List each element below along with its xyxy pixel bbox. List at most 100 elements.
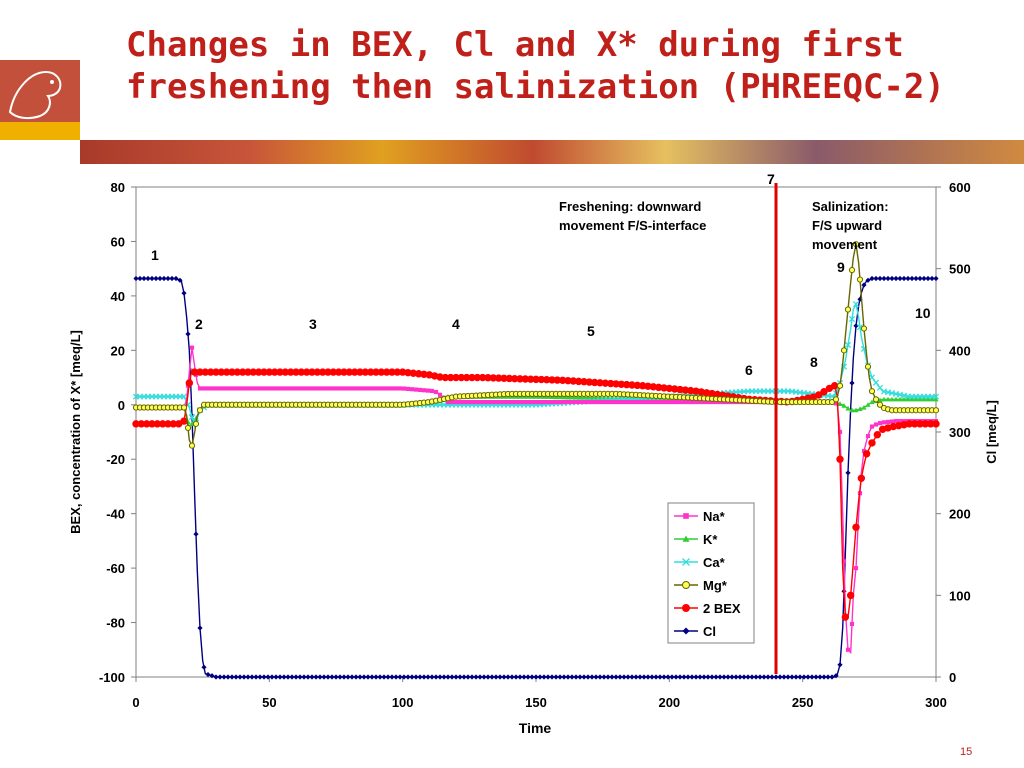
data-point-cl (913, 275, 919, 282)
data-point-na (297, 386, 303, 391)
plot-frame (135, 186, 937, 678)
data-point-cl (157, 275, 163, 282)
data-point-cl (433, 674, 439, 680)
data-point-na (217, 386, 223, 391)
data-point-cl (797, 674, 803, 680)
legend-box (667, 502, 755, 644)
data-point-na (589, 399, 595, 405)
data-point-na (213, 386, 219, 391)
page-number: 15 (960, 746, 973, 758)
data-point-ca (188, 413, 196, 421)
y2-tick-label: 500 (949, 262, 971, 277)
x-tick-label: 300 (925, 695, 947, 710)
data-point-cl (489, 674, 495, 680)
data-point-cl (573, 674, 579, 680)
data-point-cl (933, 275, 939, 282)
data-point-mg (844, 306, 852, 313)
data-point-cl (837, 662, 843, 668)
data-point-cl (497, 674, 503, 680)
data-point-mg (840, 347, 848, 354)
data-point-cl (141, 275, 147, 282)
data-point-k (857, 406, 863, 411)
data-point-cl (437, 674, 443, 680)
data-point-k (569, 394, 575, 400)
data-point-cl (713, 674, 719, 680)
data-point-cl (629, 674, 635, 680)
data-point-na (641, 399, 647, 405)
data-point-cl (849, 380, 855, 386)
data-point-na (293, 386, 299, 391)
data-point-cl (481, 674, 487, 680)
salinization-note-line-3: movement (812, 237, 878, 252)
data-point-cl (801, 674, 807, 680)
legend-label-ca: Ca* (703, 555, 726, 570)
data-point-cl (257, 674, 263, 680)
data-point-cl (649, 674, 655, 680)
data-point-na (661, 399, 667, 405)
data-point-na (205, 386, 211, 391)
data-point-cl (421, 674, 427, 680)
data-point-na (253, 386, 259, 391)
x-tick-label: 200 (658, 695, 680, 710)
data-point-cl (617, 674, 623, 680)
data-point-k (909, 396, 915, 402)
data-point-cl (153, 275, 159, 282)
annotation-2: 2 (195, 316, 203, 332)
data-point-cl (249, 674, 255, 680)
data-point-na (413, 387, 419, 392)
data-point-cl (461, 674, 467, 680)
data-point-na (677, 399, 683, 405)
data-point-cl (557, 674, 563, 680)
data-point-na (309, 386, 315, 391)
data-point-na (497, 399, 503, 405)
data-point-cl (605, 674, 611, 680)
data-point-mg (876, 401, 884, 408)
data-point-cl (545, 674, 551, 680)
data-point-na (401, 386, 407, 391)
data-point-cl (581, 674, 587, 680)
data-point-k (921, 396, 927, 402)
data-point-cl (273, 674, 279, 680)
data-point-cl (833, 673, 839, 679)
data-point-cl (785, 674, 791, 680)
slide-title: Changes in BEX, Cl and X* during first f… (126, 24, 1006, 108)
data-point-na (525, 399, 531, 405)
data-point-cl (377, 674, 383, 680)
data-point-cl (665, 674, 671, 680)
data-point-na (533, 399, 539, 405)
data-point-na (365, 386, 371, 391)
data-point-2-bex (932, 420, 940, 428)
data-point-na (237, 386, 243, 391)
header-banner (80, 140, 1024, 164)
data-point-cl (509, 674, 515, 680)
y-tick-label: 80 (111, 180, 125, 195)
data-point-na (505, 399, 511, 405)
data-point-na (689, 399, 695, 405)
data-point-cl (469, 674, 475, 680)
data-point-cl (237, 674, 243, 680)
data-point-na (573, 399, 579, 405)
data-point-mg (848, 266, 856, 274)
data-point-k (933, 396, 939, 402)
data-point-cl (485, 674, 491, 680)
series-group (132, 241, 940, 680)
data-point-na (889, 419, 895, 424)
data-point-2-bex (841, 613, 850, 621)
data-point-na (665, 399, 671, 405)
data-point-na (509, 399, 515, 405)
data-point-na (837, 429, 843, 435)
data-point-cl (397, 674, 403, 680)
data-point-na (245, 386, 251, 391)
data-point-cl (185, 331, 191, 337)
data-point-cl (717, 674, 723, 680)
data-point-cl (293, 674, 299, 680)
annotation-3: 3 (309, 316, 317, 332)
data-point-cl (693, 674, 699, 680)
y2-tick-label: 0 (949, 670, 956, 685)
legend-marker-k (682, 535, 690, 542)
data-point-cl (885, 275, 891, 282)
data-point-mg (184, 424, 192, 432)
data-point-k (837, 401, 843, 406)
data-point-na (581, 399, 587, 405)
